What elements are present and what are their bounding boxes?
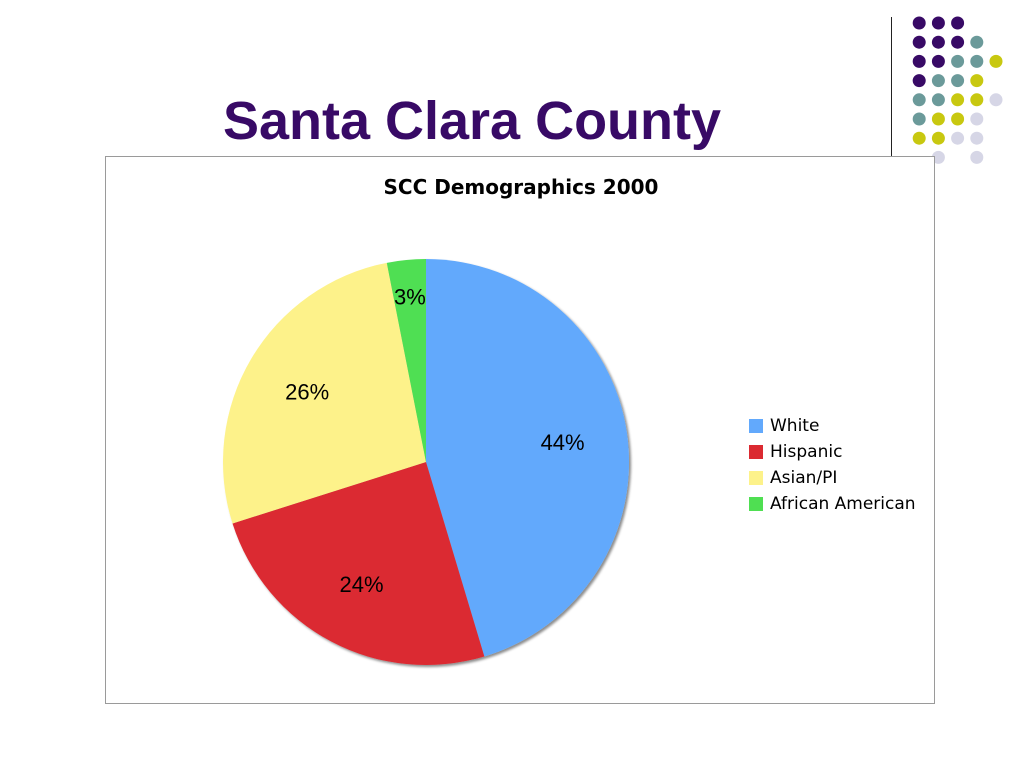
- decorative-dot: [951, 93, 965, 107]
- decorative-dot: [951, 35, 965, 49]
- legend-label: Hispanic: [770, 442, 843, 462]
- decorative-dot: [931, 112, 945, 126]
- legend-item: Hispanic: [749, 439, 916, 465]
- legend-label: White: [770, 416, 820, 436]
- pie-slice-african-american: [386, 259, 426, 462]
- data-label-asian-pi: 26%: [285, 380, 329, 405]
- decorative-dot: [970, 112, 984, 126]
- legend-swatch: [749, 497, 763, 511]
- decorative-dot: [970, 54, 984, 68]
- chart-title: SCC Demographics 2000: [383, 175, 659, 199]
- decorative-dot: [912, 93, 926, 107]
- decorative-dot: [931, 35, 945, 49]
- chart-legend: White Hispanic Asian/PI African American: [749, 413, 916, 517]
- slide-title: Santa Clara County: [222, 91, 722, 151]
- pie-slice-asian-pi: [222, 262, 426, 524]
- decorative-dot: [931, 131, 945, 145]
- data-label-african-american: 3%: [394, 284, 426, 309]
- decorative-dot: [912, 35, 926, 49]
- legend-label: Asian/PI: [770, 468, 838, 488]
- decorative-dot: [951, 112, 965, 126]
- decorative-dot: [931, 74, 945, 88]
- pie-chart: 44% 24% 26% 3%: [222, 259, 630, 666]
- decorative-dot-grid: [912, 16, 1003, 164]
- decorative-dot: [951, 131, 965, 145]
- pie-slice-white: [426, 259, 630, 657]
- decorative-dot: [912, 54, 926, 68]
- legend-item: Asian/PI: [749, 465, 916, 491]
- decorative-dot: [970, 93, 984, 107]
- decorative-dot: [970, 131, 984, 145]
- decorative-dot: [912, 112, 926, 126]
- data-label-hispanic: 24%: [339, 572, 383, 597]
- decorative-dot: [931, 150, 945, 164]
- decorative-dot: [989, 54, 1003, 68]
- decorative-dot: [931, 93, 945, 107]
- legend-label: African American: [770, 494, 916, 514]
- legend-swatch: [749, 419, 763, 433]
- pie-slice-hispanic: [232, 462, 485, 666]
- decorative-dot: [970, 74, 984, 88]
- data-label-white: 44%: [541, 430, 585, 455]
- decorative-dot: [951, 74, 965, 88]
- chart-frame: SCC Demographics 2000 44% 24% 26% 3% White H…: [105, 156, 935, 704]
- decorative-dot: [970, 35, 984, 49]
- decorative-dot: [912, 74, 926, 88]
- decorative-dot: [951, 54, 965, 68]
- legend-item: African American: [749, 491, 916, 517]
- title-divider-line: [891, 17, 892, 157]
- decorative-dot: [931, 16, 945, 30]
- decorative-dot: [931, 54, 945, 68]
- pie-slices: [222, 259, 630, 666]
- legend-item: White: [749, 413, 916, 439]
- legend-swatch: [749, 471, 763, 485]
- legend-swatch: [749, 445, 763, 459]
- decorative-dot: [912, 131, 926, 145]
- decorative-dot: [970, 150, 984, 164]
- decorative-dot: [951, 16, 965, 30]
- decorative-dot: [989, 93, 1003, 107]
- decorative-dot: [912, 16, 926, 30]
